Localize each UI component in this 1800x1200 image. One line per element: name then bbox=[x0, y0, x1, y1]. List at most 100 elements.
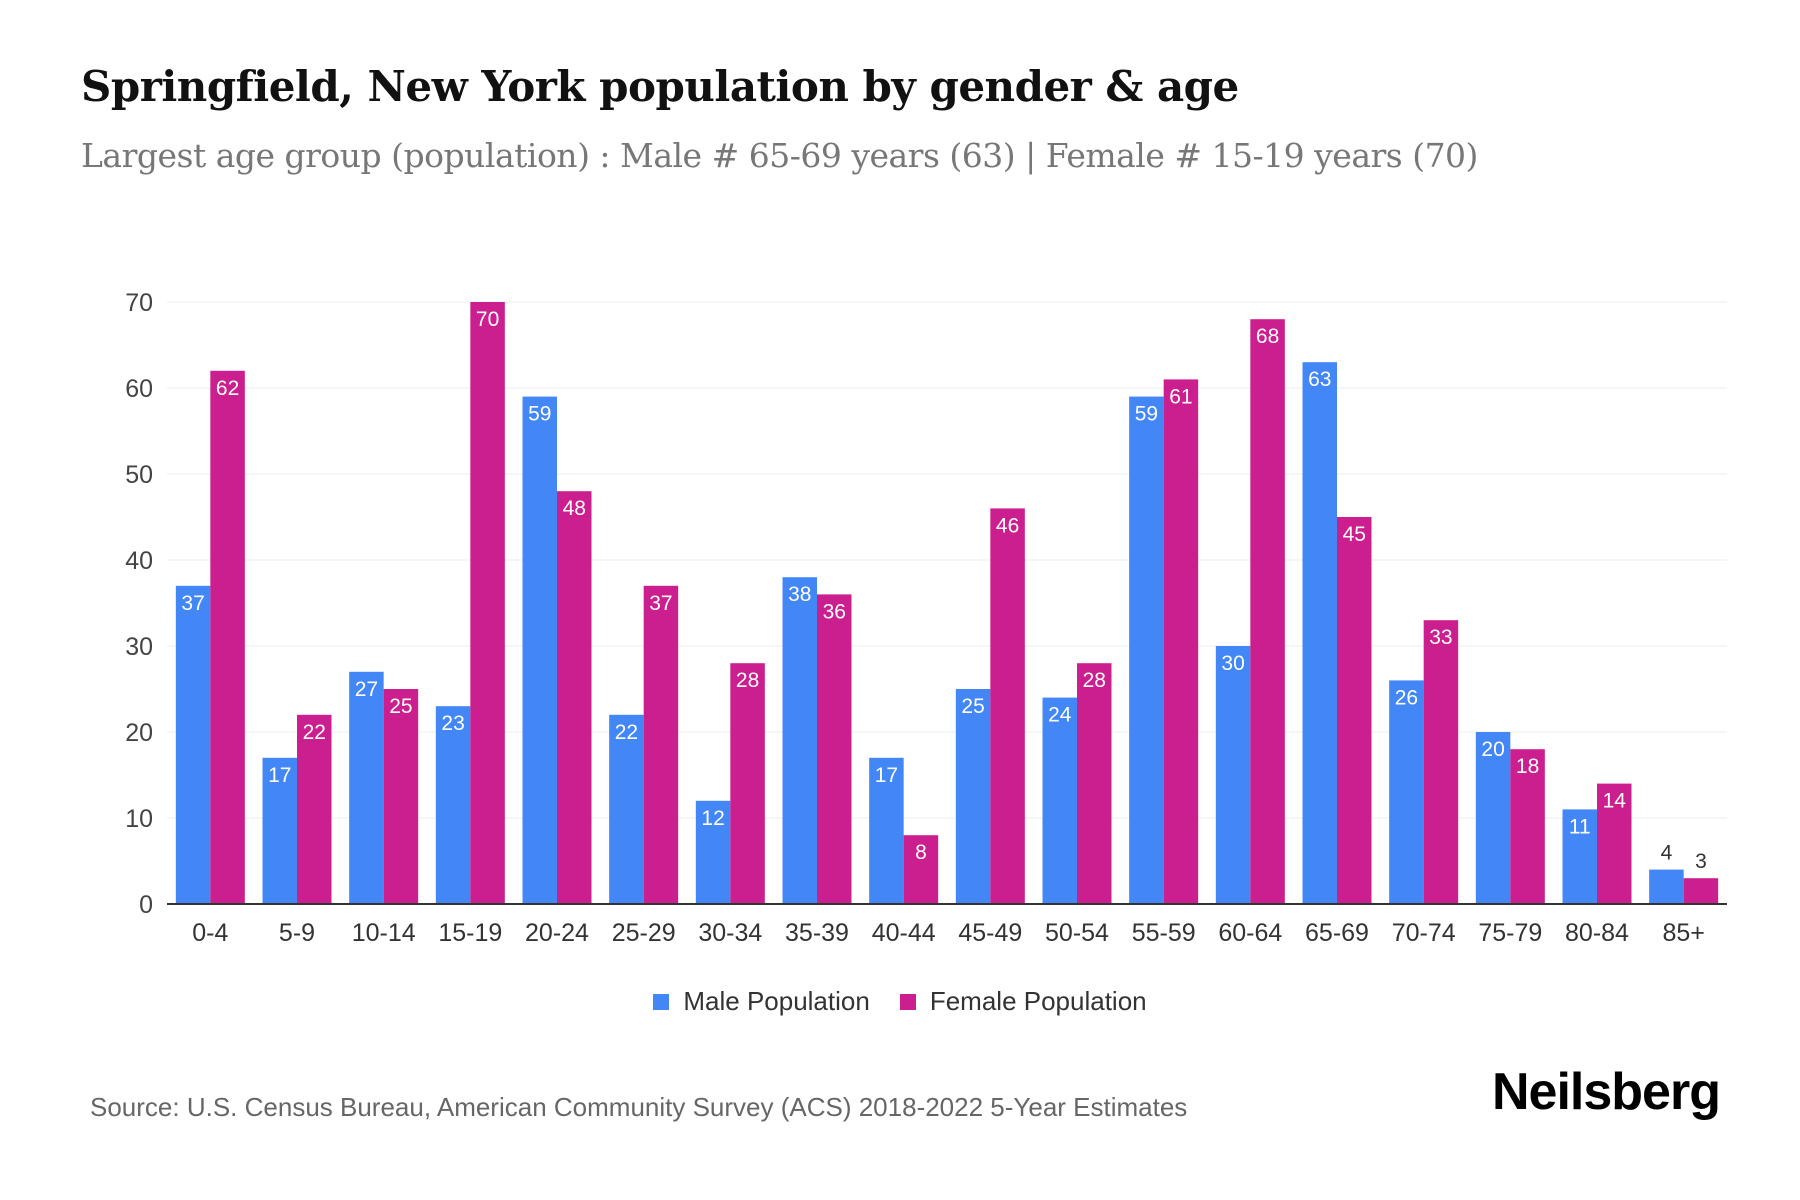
legend-item-female: Female Population bbox=[899, 986, 1147, 1017]
x-tick-label: 20-24 bbox=[525, 919, 589, 947]
data-label: 20 bbox=[1481, 738, 1504, 761]
male-bar bbox=[1649, 869, 1684, 904]
y-tick-label: 40 bbox=[125, 547, 153, 575]
x-tick-label: 50-54 bbox=[1045, 919, 1109, 947]
x-tick-label: 65-69 bbox=[1305, 919, 1369, 947]
y-tick-label: 20 bbox=[125, 719, 153, 747]
x-tick-label: 55-59 bbox=[1132, 919, 1196, 947]
female-bar bbox=[643, 585, 679, 904]
data-label: 36 bbox=[823, 600, 846, 623]
x-tick-label: 70-74 bbox=[1392, 919, 1456, 947]
x-tick-label: 45-49 bbox=[958, 919, 1022, 947]
data-label: 63 bbox=[1308, 368, 1331, 391]
female-bar bbox=[817, 594, 852, 904]
female-bar bbox=[1423, 620, 1459, 904]
data-label: 46 bbox=[996, 514, 1019, 537]
data-label: 25 bbox=[961, 695, 984, 718]
legend-swatch-female bbox=[899, 993, 916, 1010]
female-bar bbox=[990, 508, 1025, 904]
data-label: 68 bbox=[1256, 325, 1279, 348]
x-tick-label: 60-64 bbox=[1218, 919, 1282, 947]
male-bar bbox=[1302, 362, 1337, 904]
data-label: 14 bbox=[1603, 790, 1627, 813]
x-tick-label: 5-9 bbox=[279, 919, 315, 947]
male-bar bbox=[782, 577, 817, 904]
female-bar bbox=[1250, 319, 1285, 904]
female-bar bbox=[1683, 878, 1719, 904]
x-tick-label: 75-79 bbox=[1478, 919, 1542, 947]
legend-swatch-male bbox=[653, 993, 670, 1010]
data-label: 45 bbox=[1343, 523, 1366, 546]
x-tick-label: 30-34 bbox=[698, 919, 762, 947]
male-bar bbox=[955, 689, 991, 904]
data-label: 17 bbox=[875, 764, 898, 787]
female-bar bbox=[1597, 783, 1632, 904]
y-tick-label: 30 bbox=[125, 633, 153, 661]
y-tick-label: 10 bbox=[125, 805, 153, 833]
female-bar bbox=[1077, 663, 1112, 904]
chart-subtitle: Largest age group (population) : Male # … bbox=[81, 136, 1478, 175]
data-label: 3 bbox=[1695, 850, 1707, 873]
data-label: 38 bbox=[788, 583, 811, 606]
male-bar bbox=[1562, 809, 1597, 904]
x-tick-label: 0-4 bbox=[192, 919, 228, 947]
data-label: 11 bbox=[1569, 815, 1591, 838]
data-label: 30 bbox=[1221, 652, 1244, 675]
data-label: 27 bbox=[355, 678, 378, 701]
female-bar bbox=[1510, 749, 1545, 904]
x-tick-label: 40-44 bbox=[872, 919, 936, 947]
data-label: 48 bbox=[563, 497, 586, 520]
male-bar bbox=[1129, 396, 1164, 904]
female-bar bbox=[470, 302, 505, 904]
data-label: 24 bbox=[1048, 704, 1072, 727]
data-label: 33 bbox=[1429, 626, 1452, 649]
male-bar bbox=[1475, 732, 1511, 904]
data-label: 28 bbox=[1083, 669, 1106, 692]
female-bar bbox=[557, 491, 592, 904]
data-label: 17 bbox=[268, 764, 291, 787]
data-label: 59 bbox=[528, 403, 551, 426]
data-label: 25 bbox=[389, 695, 412, 718]
y-tick-label: 0 bbox=[139, 891, 153, 919]
data-label: 8 bbox=[915, 841, 927, 864]
data-label: 70 bbox=[476, 308, 499, 331]
x-tick-label: 80-84 bbox=[1565, 919, 1629, 947]
data-label: 37 bbox=[181, 592, 204, 615]
male-bar bbox=[1042, 697, 1077, 904]
male-bar bbox=[869, 757, 904, 904]
legend: Male Population Female Population bbox=[0, 986, 1800, 1017]
y-tick-label: 50 bbox=[125, 461, 153, 489]
data-label: 22 bbox=[303, 721, 326, 744]
x-tick-label: 15-19 bbox=[438, 919, 502, 947]
male-bar bbox=[1215, 646, 1251, 904]
x-tick-label: 35-39 bbox=[785, 919, 849, 947]
male-bar bbox=[349, 671, 384, 904]
female-bar bbox=[1337, 517, 1372, 904]
data-label: 12 bbox=[701, 807, 724, 830]
data-label: 23 bbox=[441, 712, 464, 735]
source-note: Source: U.S. Census Bureau, American Com… bbox=[90, 1092, 1188, 1122]
data-label: 61 bbox=[1169, 385, 1192, 408]
data-label: 26 bbox=[1395, 686, 1418, 709]
x-tick-label: 10-14 bbox=[352, 919, 416, 947]
female-bar bbox=[1163, 379, 1199, 904]
data-label: 37 bbox=[649, 592, 672, 615]
data-label: 59 bbox=[1135, 403, 1158, 426]
male-bar bbox=[695, 800, 731, 904]
neilsberg-logo: Neilsberg bbox=[1492, 1063, 1721, 1121]
female-bar bbox=[210, 370, 245, 904]
female-bar bbox=[730, 663, 765, 904]
male-bar bbox=[522, 396, 557, 904]
legend-label-male: Male Population bbox=[683, 986, 870, 1016]
data-label: 4 bbox=[1661, 842, 1673, 865]
data-label: 62 bbox=[216, 377, 239, 400]
female-bar bbox=[903, 835, 939, 904]
male-bar bbox=[262, 757, 297, 904]
chart-title: Springfield, New York population by gend… bbox=[81, 62, 1239, 111]
y-tick-label: 70 bbox=[125, 289, 153, 317]
data-label: 28 bbox=[736, 669, 759, 692]
data-label: 18 bbox=[1516, 755, 1539, 778]
female-bar bbox=[383, 689, 419, 904]
data-label: 22 bbox=[615, 721, 638, 744]
